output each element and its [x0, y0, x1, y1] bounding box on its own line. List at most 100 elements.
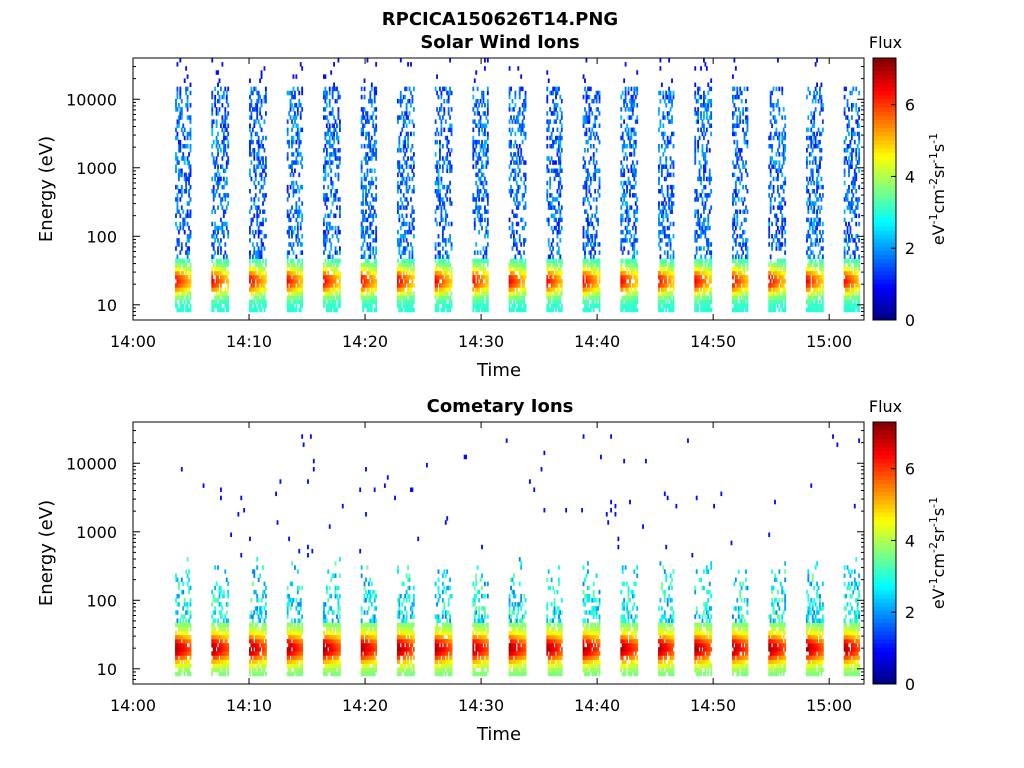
spectrogram-cell: [298, 307, 301, 313]
spectrogram-cell: [362, 242, 365, 247]
spectrogram-cell: [331, 266, 334, 272]
spectrogram-cell: [666, 225, 669, 231]
spectrogram-cell: [215, 258, 218, 264]
spectrogram-cell: [264, 90, 267, 96]
spectrogram-cell: [291, 258, 293, 264]
spectrogram-cell: [745, 168, 747, 174]
spectrogram-cell: [595, 258, 598, 264]
spectrogram-cell: [671, 303, 673, 309]
spectrogram-cell: [594, 266, 597, 272]
spectrogram-cell: [547, 299, 550, 305]
spectrogram-cell: [336, 307, 338, 313]
spectrogram-cell: [552, 98, 555, 104]
spectrogram-cell: [708, 148, 711, 153]
spectrogram-cell: [405, 307, 408, 313]
spectrogram-cell: [740, 303, 743, 309]
spectrogram-cell: [175, 107, 177, 112]
spectrogram-cell: [582, 94, 585, 100]
spectrogram-cell: [697, 307, 700, 313]
spectrogram-cell: [591, 291, 594, 296]
spectrogram-cell: [224, 266, 227, 272]
spectrogram-cell: [264, 94, 267, 100]
spectrogram-cell: [476, 287, 479, 292]
spectrogram-cell: [179, 58, 182, 63]
spectrogram-cell: [370, 303, 373, 309]
spectrogram-cell: [703, 291, 705, 296]
spectrogram-cell: [734, 299, 737, 305]
spectrogram-cell: [672, 164, 675, 169]
spectrogram-cell: [333, 299, 335, 305]
spectrogram-cell: [365, 217, 367, 223]
spectrogram-cell: [484, 258, 486, 264]
spectrogram-cell: [663, 250, 666, 255]
spectrogram-cell: [412, 270, 415, 276]
spectrogram-cell: [286, 131, 289, 137]
spectrogram-cell: [260, 246, 263, 251]
spectrogram-cell: [439, 295, 441, 300]
spectrogram-cell: [775, 152, 778, 157]
spectrogram-cell: [476, 250, 479, 255]
spectrogram-cell: [179, 189, 182, 194]
spectrogram-cell: [407, 303, 409, 309]
spectrogram-cell: [289, 98, 292, 104]
spectrogram-cell: [511, 189, 514, 194]
spectrogram-cell: [176, 254, 179, 259]
spectrogram-cell: [553, 279, 556, 284]
spectrogram-cell: [402, 283, 405, 288]
spectrogram-cell: [705, 197, 708, 202]
spectrogram-cell: [589, 266, 592, 272]
spectrogram-cell: [475, 123, 478, 128]
spectrogram-cell: [631, 168, 634, 174]
spectrogram-cell: [373, 107, 376, 112]
spectrogram-cell: [222, 90, 225, 96]
spectrogram-cell: [250, 303, 253, 309]
spectrogram-cell: [328, 143, 331, 149]
spectrogram-cell: [517, 291, 520, 296]
spectrogram-cell: [510, 189, 512, 194]
spectrogram-cell: [185, 143, 188, 149]
spectrogram-cell: [249, 189, 251, 194]
spectrogram-cell: [399, 90, 402, 96]
spectrogram-cell: [262, 242, 264, 247]
spectrogram-cell: [517, 148, 520, 153]
spectrogram-cell: [437, 131, 440, 137]
spectrogram-cell: [621, 270, 624, 276]
spectrogram-cell: [659, 274, 662, 280]
spectrogram-cell: [672, 262, 675, 268]
spectrogram-cell: [366, 58, 369, 63]
spectrogram-cell: [740, 197, 743, 202]
spectrogram-cell: [668, 201, 671, 206]
spectrogram-cell: [560, 123, 563, 128]
spectrogram-cell: [475, 283, 478, 288]
spectrogram-cell: [253, 258, 256, 264]
spectrogram-cell: [408, 119, 411, 124]
spectrogram-cell: [292, 115, 295, 120]
spectrogram-cell: [183, 221, 186, 227]
spectrogram-cell: [443, 266, 446, 272]
spectrogram-cell: [521, 197, 524, 202]
spectrogram-cell: [589, 250, 592, 255]
spectrogram-cell: [582, 164, 585, 169]
spectrogram-cell: [597, 287, 599, 292]
spectrogram-cell: [598, 94, 601, 100]
spectrogram-cell: [249, 307, 251, 313]
spectrogram-cell: [292, 152, 295, 157]
spectrogram-cell: [180, 111, 183, 116]
spectrogram-cell: [410, 90, 412, 96]
spectrogram-cell: [636, 209, 639, 214]
spectrogram-cell: [365, 156, 367, 161]
spectrogram-cell: [523, 180, 526, 186]
spectrogram-cell: [291, 90, 293, 96]
spectrogram-cell: [594, 279, 597, 284]
spectrogram-cell: [372, 111, 375, 116]
spectrogram-cell: [301, 86, 304, 92]
spectrogram-cell: [262, 135, 264, 141]
spectrogram-cell: [375, 303, 378, 309]
spectrogram-cell: [336, 283, 338, 288]
spectrogram-cell: [251, 127, 254, 133]
spectrogram-cell: [334, 287, 337, 292]
spectrogram-cell: [260, 98, 263, 104]
spectrogram-cell: [333, 82, 335, 88]
spectrogram-cell: [510, 86, 512, 92]
spectrogram-cell: [402, 156, 405, 161]
